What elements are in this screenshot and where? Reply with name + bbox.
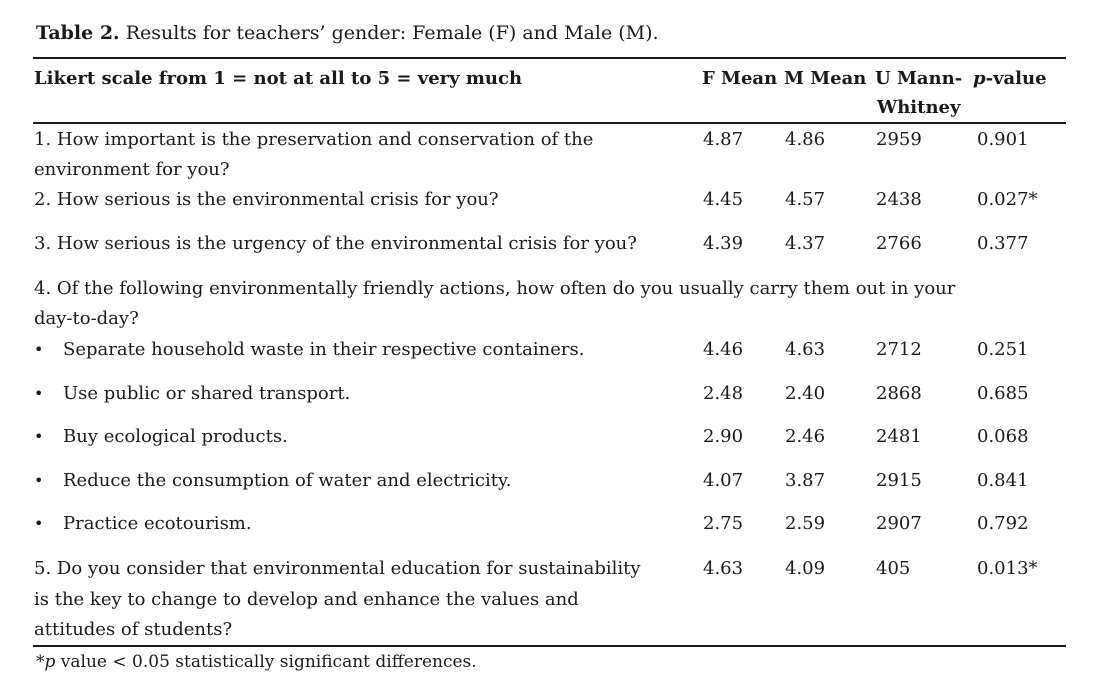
row-4a-p: 0.251 <box>977 339 1029 360</box>
row-4e-u: 2907 <box>876 513 922 534</box>
row-4c-m-mean: 2.46 <box>785 426 826 447</box>
row-4a-question: Separate household waste in their respec… <box>63 339 585 360</box>
row-5-p: 0.013* <box>977 558 1038 579</box>
caption-label: Table 2. <box>36 22 120 44</box>
row-4c-f-mean: 2.90 <box>703 426 744 447</box>
row-4b-f-mean: 2.48 <box>703 383 744 404</box>
row-4c-question: Buy ecological products. <box>63 426 288 447</box>
row-3-f-mean: 4.39 <box>703 233 744 254</box>
row-4b-p: 0.685 <box>977 383 1029 404</box>
bottom-rule <box>33 645 1066 647</box>
row-4-question-line2: day-to-day? <box>34 308 139 329</box>
row-4a-f-mean: 4.46 <box>703 339 744 360</box>
row-3-u: 2766 <box>876 233 922 254</box>
row-2-u: 2438 <box>876 189 922 210</box>
row-4c-p: 0.068 <box>977 426 1029 447</box>
row-5-question-line1: 5. Do you consider that environmental ed… <box>34 558 641 579</box>
row-4e-f-mean: 2.75 <box>703 513 744 534</box>
row-4a-u: 2712 <box>876 339 922 360</box>
row-3-question: 3. How serious is the urgency of the env… <box>34 233 637 254</box>
top-rule <box>33 57 1066 59</box>
row-4d-u: 2915 <box>876 470 922 491</box>
header-p-rest: -value <box>985 68 1047 89</box>
bullet-3: • <box>34 427 44 446</box>
row-1-question-line2: environment for you? <box>34 159 230 180</box>
row-5-question-line2: is the key to change to develop and enha… <box>34 589 579 610</box>
footnote-prefix: * <box>36 652 45 672</box>
table-footnote: *p value < 0.05 statistically significan… <box>36 652 477 672</box>
header-question: Likert scale from 1 = not at all to 5 = … <box>34 68 523 89</box>
row-3-m-mean: 4.37 <box>785 233 826 254</box>
row-5-f-mean: 4.63 <box>703 558 744 579</box>
footnote-p: p <box>44 652 56 672</box>
row-4d-m-mean: 3.87 <box>785 470 826 491</box>
header-whitney: Whitney <box>877 97 961 118</box>
row-5-question-line3: attitudes of students? <box>34 619 233 640</box>
header-f-mean: F Mean <box>702 68 778 89</box>
header-p-italic: p <box>973 68 986 89</box>
row-4e-m-mean: 2.59 <box>785 513 826 534</box>
row-4e-question: Practice ecotourism. <box>63 513 252 534</box>
row-2-p: 0.027* <box>977 189 1038 210</box>
bullet-5: • <box>34 514 44 533</box>
row-4-question-line1: 4. Of the following environmentally frie… <box>34 278 956 299</box>
row-4b-u: 2868 <box>876 383 922 404</box>
row-4d-f-mean: 4.07 <box>703 470 744 491</box>
header-m-mean: M Mean <box>784 68 867 89</box>
bullet-2: • <box>34 384 44 403</box>
row-4d-question: Reduce the consumption of water and elec… <box>63 470 512 491</box>
row-4a-m-mean: 4.63 <box>785 339 826 360</box>
row-4b-question: Use public or shared transport. <box>63 383 351 404</box>
footnote-text: value < 0.05 statistically significant d… <box>55 652 477 672</box>
row-5-m-mean: 4.09 <box>785 558 826 579</box>
row-3-p: 0.377 <box>977 233 1029 254</box>
row-4b-m-mean: 2.40 <box>785 383 826 404</box>
table-caption: Table 2. Results for teachers’ gender: F… <box>36 22 659 44</box>
row-4d-p: 0.841 <box>977 470 1029 491</box>
row-1-u: 2959 <box>876 129 922 150</box>
header-p-value: p-value <box>973 65 1047 93</box>
row-2-question: 2. How serious is the environmental cris… <box>34 189 499 210</box>
row-1-f-mean: 4.87 <box>703 129 744 150</box>
header-u-mann: U Mann- <box>875 68 963 89</box>
caption-text: Results for teachers’ gender: Female (F)… <box>125 22 659 44</box>
row-1-m-mean: 4.86 <box>785 129 826 150</box>
row-2-f-mean: 4.45 <box>703 189 744 210</box>
header-rule <box>33 122 1066 124</box>
row-2-m-mean: 4.57 <box>785 189 826 210</box>
bullet-4: • <box>34 471 44 490</box>
row-1-question-line1: 1. How important is the preservation and… <box>34 129 594 150</box>
row-5-u: 405 <box>876 558 911 579</box>
row-4c-u: 2481 <box>876 426 922 447</box>
row-1-p: 0.901 <box>977 129 1029 150</box>
bullet-1: • <box>34 340 44 359</box>
row-4e-p: 0.792 <box>977 513 1029 534</box>
